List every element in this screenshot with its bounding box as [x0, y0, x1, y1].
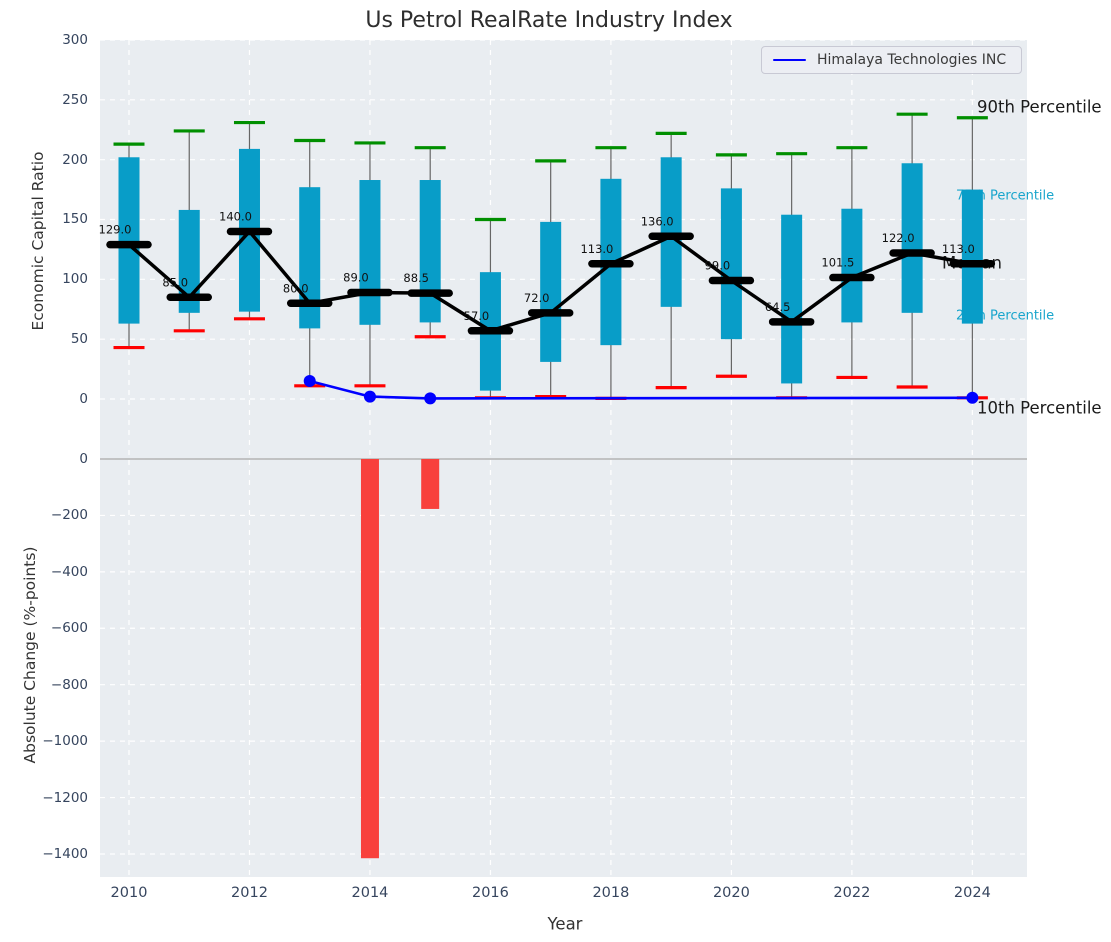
xtick-2022: 2022 [833, 885, 871, 901]
change-bar-2014 [360, 459, 379, 859]
ytick-bottom-0: 0 [79, 451, 88, 467]
xtick-2016: 2016 [471, 885, 509, 901]
legend: Himalaya Technologies INC [761, 46, 1022, 74]
ytick-bottom-−1200: −1200 [42, 789, 88, 806]
legend-line-sample [773, 58, 806, 62]
company-marker-2013 [303, 375, 316, 388]
median-value-label-2023: 122.0 [882, 231, 915, 245]
median-value-label-2014: 89.0 [343, 270, 369, 284]
company-line [309, 379, 973, 400]
ytick-top-300: 300 [62, 31, 88, 48]
ytick-top-250: 250 [62, 91, 88, 108]
percentile-box-2015 [419, 180, 441, 323]
median-value-label-2011: 85.0 [162, 275, 188, 289]
median-value-label-2018: 113.0 [580, 242, 613, 256]
ytick-bottom-−1000: −1000 [42, 733, 88, 750]
percentile-box-2019 [660, 157, 682, 307]
ytick-bottom-−400: −400 [50, 563, 88, 580]
legend-label: Himalaya Technologies INC [817, 52, 1007, 68]
ytick-top-0: 0 [79, 391, 88, 407]
xtick-2020: 2020 [712, 885, 750, 901]
median-value-label-2024: 113.0 [942, 242, 975, 256]
xtick-2010: 2010 [110, 885, 148, 901]
median-value-label-2016: 57.0 [464, 309, 490, 323]
median-value-label-2017: 72.0 [524, 291, 550, 305]
ytick-top-200: 200 [62, 151, 88, 168]
ytick-bottom-−800: −800 [50, 676, 88, 693]
median-value-label-2015: 88.5 [403, 271, 429, 285]
median-value-label-2013: 80.0 [283, 281, 309, 295]
company-marker-2014 [363, 390, 376, 403]
ytick-bottom-−200: −200 [50, 507, 88, 524]
company-marker-2015 [424, 392, 437, 405]
chart-title: Us Petrol RealRate Industry Index [365, 8, 733, 33]
median-value-label-2012: 140.0 [219, 209, 252, 223]
median-value-label-2021: 64.5 [765, 300, 791, 314]
percentile-box-2020 [720, 188, 742, 340]
ytick-top-100: 100 [62, 271, 88, 288]
percentile-box-2021 [781, 214, 803, 384]
ytick-top-150: 150 [62, 211, 88, 228]
y-axis-label-top: Economic Capital Ratio [29, 151, 47, 331]
xtick-2024: 2024 [953, 885, 991, 901]
annotation-10th-percentile: 10th Percentile [977, 398, 1102, 418]
percentile-box-2014 [359, 180, 381, 325]
ytick-bottom-−600: −600 [50, 620, 88, 637]
median-value-label-2010: 129.0 [99, 223, 132, 237]
xtick-2018: 2018 [592, 885, 630, 901]
percentile-box-2022 [841, 208, 863, 323]
median-value-label-2022: 101.5 [821, 256, 854, 270]
company-marker-2024 [966, 391, 979, 404]
ytick-bottom-−1400: −1400 [42, 845, 88, 862]
xtick-2012: 2012 [231, 885, 268, 901]
percentile-box-2017 [540, 221, 562, 362]
percentile-box-2011 [178, 209, 200, 313]
xtick-2014: 2014 [351, 885, 389, 901]
percentile-box-2023 [901, 163, 923, 313]
percentile-box-2024 [961, 189, 983, 324]
ytick-top-50: 50 [70, 331, 88, 348]
annotation-90th-percentile: 90th Percentile [977, 97, 1102, 117]
median-value-label-2019: 136.0 [641, 214, 674, 228]
percentile-box-2013 [299, 187, 321, 329]
change-bar-2015 [421, 459, 440, 509]
x-axis-label: Year [547, 914, 583, 934]
percentile-box-2010 [118, 157, 140, 324]
median-value-label-2020: 99.0 [705, 259, 731, 273]
